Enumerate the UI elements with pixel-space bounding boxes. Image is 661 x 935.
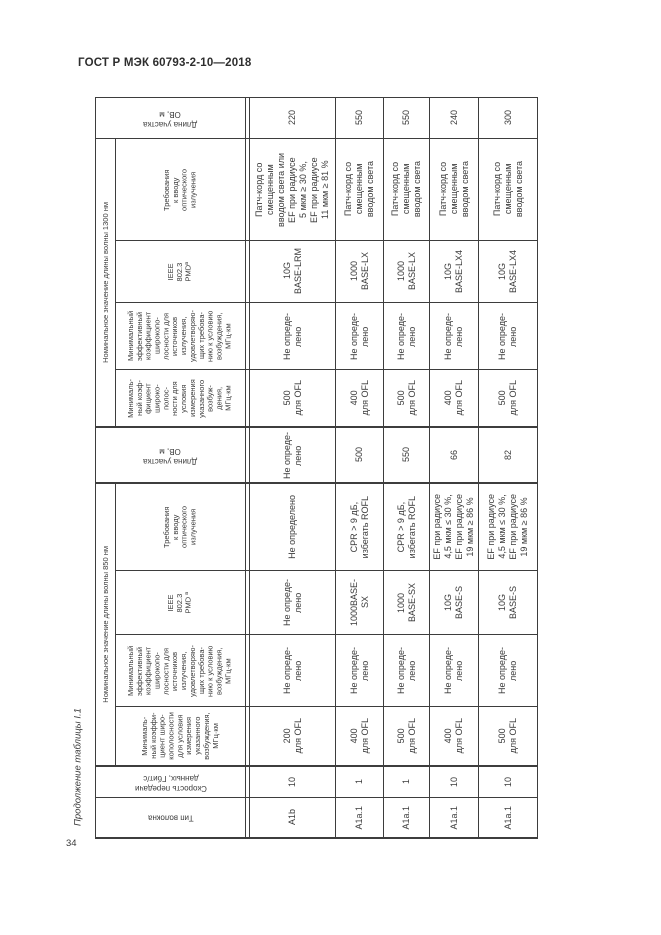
standard-header: ГОСТ Р МЭК 60793-2-10—2018: [78, 57, 252, 69]
table-cell: А1а.1: [336, 798, 384, 837]
table-cell: 1: [336, 767, 384, 798]
table-cell: 400 для OFL: [430, 707, 479, 767]
row-header-ieee1300: IEEE 802.3 PMDª: [116, 241, 246, 303]
table-cell: Патч-корд со смещенным вводом света: [384, 139, 430, 241]
group-header-850nm: Номинальное значение длины волны 850 нм: [96, 484, 116, 767]
table-cell: 500 для OFL: [479, 707, 537, 767]
table-cell: CPR > 9 дБ, избегать ROFL: [384, 484, 430, 571]
table-cell: Не определено: [250, 484, 336, 571]
table-cell: Не опреде- лено: [336, 635, 384, 707]
divider-gap: [246, 484, 250, 571]
table-cell: 10G BASE-LX4: [430, 241, 479, 303]
table-cell: Не опреде- лено: [250, 571, 336, 635]
row-header-minbw1300: Минималь- ный коэф- фициент широко- поло…: [116, 370, 246, 428]
divider-gap: [246, 241, 250, 303]
rotated-table: Длина участка ОВ, м 220 550 550 240 300 …: [95, 97, 538, 839]
table-cell: 400 для OFL: [430, 370, 479, 428]
table-cell: Патч-корд со смещенным вводом света: [430, 139, 479, 241]
divider-gap: [246, 139, 250, 241]
table-cell: 10G BASE-LX4: [479, 241, 537, 303]
table-cell: 1000 BASE-SX: [384, 571, 430, 635]
divider-gap: [246, 303, 250, 370]
table-cell: 550: [336, 98, 384, 139]
table-cell: 1000 BASE-LX: [384, 241, 430, 303]
table-cell: Не опреде- лено: [250, 635, 336, 707]
table-cell: 10: [250, 767, 336, 798]
table-cell: 1000 BASE-LX: [336, 241, 384, 303]
row-header-ieee850: IEEE 802.3 PMD ª: [116, 571, 246, 635]
page-number: 34: [66, 838, 77, 849]
table-cell: 500 для OFL: [479, 370, 537, 428]
table-cell: Патч-корд со смещенным вводом света: [336, 139, 384, 241]
divider-gap: [246, 428, 250, 484]
divider-gap: [246, 98, 250, 139]
table-cell: 220: [250, 98, 336, 139]
table-cell: Не опреде- лено: [250, 428, 336, 484]
table-cell: EF при радиусе 4,5 мкм ≤ 30 %, EF при ра…: [430, 484, 479, 571]
table-caption: Продолжение таблицы I.1: [72, 708, 84, 826]
table-cell: Не опреде- лено: [384, 635, 430, 707]
table-cell: Не опреде- лено: [430, 635, 479, 707]
table-cell: 500: [336, 428, 384, 484]
divider-gap: [246, 635, 250, 707]
table-cell: 10G BASE-S: [479, 571, 537, 635]
table-cell: 1: [384, 767, 430, 798]
table-cell: Не опреде- лено: [479, 303, 537, 370]
row-header-speed: Скорость передачи данных, Гбит/с: [96, 767, 246, 798]
table-cell: 82: [479, 428, 537, 484]
table-cell: 10G BASE-LRM: [250, 241, 336, 303]
row-header-req1300: Требования к вводу оптического излучения: [116, 139, 246, 241]
table-cell: А1а.1: [502, 805, 513, 830]
table-cell: 400 для OFL: [336, 370, 384, 428]
table-cell: 500 для OFL: [250, 370, 336, 428]
table-cell: 200 для OFL: [250, 707, 336, 767]
table-cell: Патч-корд со смещенным вводом света: [479, 139, 537, 241]
row-header-req850: Требования к вводу оптического излучения: [116, 484, 246, 571]
row-header-effbw1300: Минимальный эффективный коэффициент широ…: [116, 303, 246, 370]
table-cell: Не опреде- лено: [250, 303, 336, 370]
divider-gap: [246, 767, 250, 798]
table-cell: 500 для OFL: [384, 707, 430, 767]
table-cell: А1а.1: [384, 798, 430, 837]
table-cell: CPR > 9 дБ, избегать ROFL: [336, 484, 384, 571]
table-cell: 300: [479, 98, 537, 139]
row-header-minbw850: Минималь- ный коэффи- циент широ- кополо…: [116, 707, 246, 767]
table-cell: 1000BASE- SX: [336, 571, 384, 635]
row-header-effbw850: Минимальный эффективный коэффициент широ…: [116, 635, 246, 707]
table-cell: 400 для OFL: [336, 707, 384, 767]
table-cell: А1b: [250, 798, 336, 837]
divider-gap: [246, 571, 250, 635]
divider-gap: [246, 798, 250, 837]
table-cell: 66: [430, 428, 479, 484]
table-cell: Патч-корд со смещенным вводом света или …: [250, 139, 336, 241]
row-header-fiber-type: Тип волокна: [96, 798, 246, 837]
table-cell: 550: [384, 428, 430, 484]
table-cell: Не опреде- лено: [430, 303, 479, 370]
table-cell: Не опреде- лено: [479, 635, 537, 707]
table-cell: 10: [430, 767, 479, 798]
divider-gap: [246, 370, 250, 428]
table-cell: 10G BASE-S: [430, 571, 479, 635]
table-cell: EF при радиусе 4,5 мкм ≤ 30 %, EF при ра…: [479, 484, 537, 571]
table-cell: 550: [384, 98, 430, 139]
table-cell: 240: [430, 98, 479, 139]
divider-gap: [246, 707, 250, 767]
table-cell: Не опреде- лено: [384, 303, 430, 370]
table-cell: 500 для OFL: [384, 370, 430, 428]
table-cell: 10: [479, 767, 537, 798]
row-header-len1300: Длина участка ОВ, м: [96, 98, 246, 139]
row-header-len850: Длина участка ОВ, м: [96, 428, 246, 484]
table-cell: А1а.1: [430, 798, 479, 837]
table-cell: Не опреде- лено: [336, 303, 384, 370]
group-header-1300nm: Номинальное значение длины волны 1300 нм: [96, 139, 116, 428]
